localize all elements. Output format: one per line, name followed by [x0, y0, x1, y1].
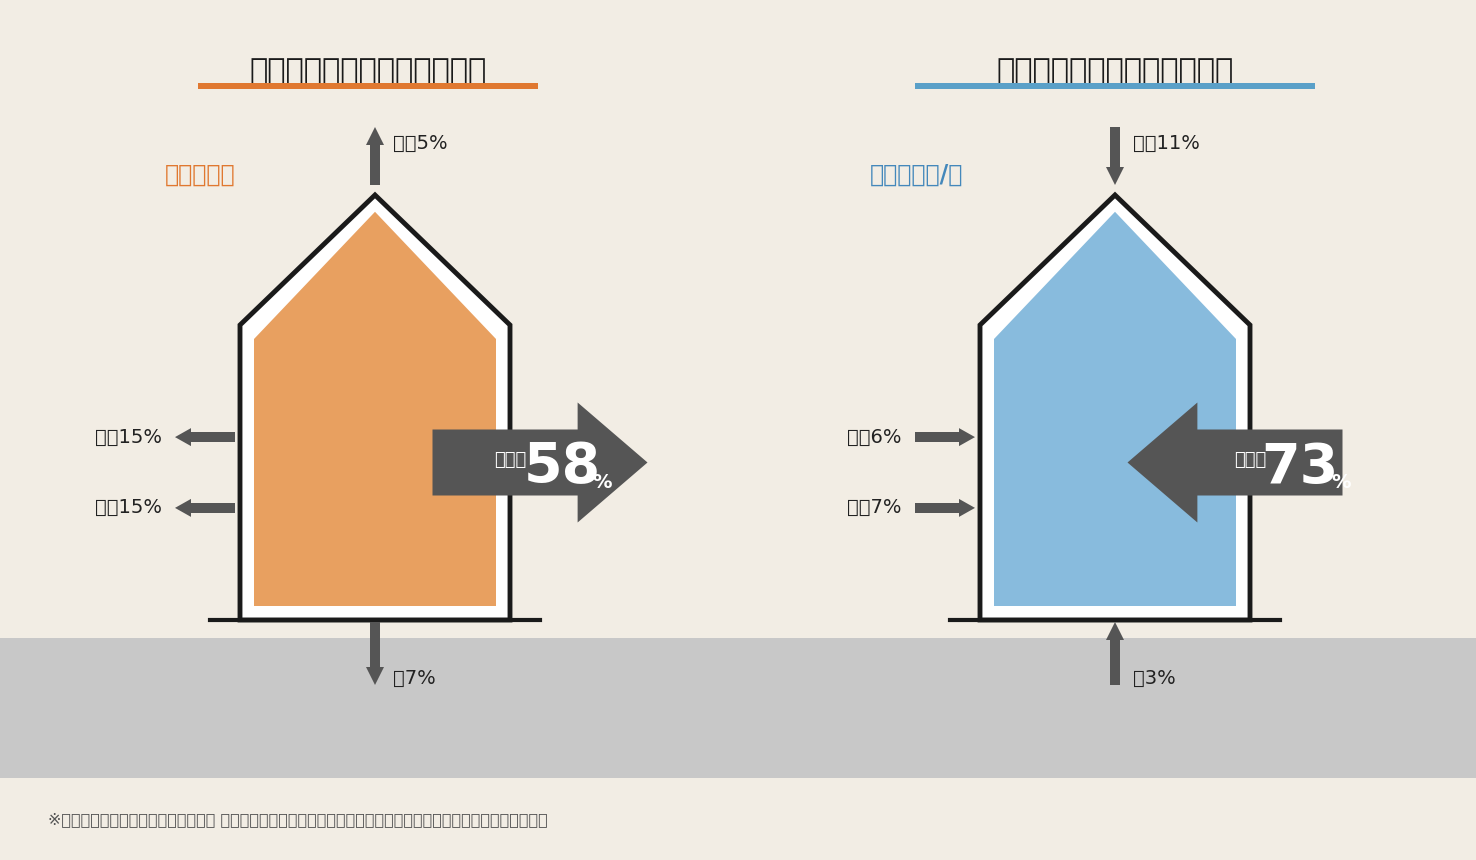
- Polygon shape: [176, 428, 190, 446]
- Text: 外の熱が室内に入り込む割合: 外の熱が室内に入り込む割合: [996, 58, 1234, 87]
- Polygon shape: [959, 428, 976, 446]
- Text: 夏の冷房時/昼: 夏の冷房時/昼: [869, 163, 964, 187]
- Text: 換気15%: 換気15%: [94, 427, 162, 446]
- Polygon shape: [1106, 622, 1125, 640]
- Text: 外壁7%: 外壁7%: [847, 499, 902, 518]
- Text: %: %: [1331, 473, 1351, 492]
- Text: 冬の暖房時: 冬の暖房時: [165, 163, 236, 187]
- Polygon shape: [959, 499, 976, 517]
- Bar: [190, 503, 235, 513]
- Text: 屋栶11%: 屋栶11%: [1134, 133, 1200, 152]
- Text: 外壁15%: 外壁15%: [94, 499, 162, 518]
- Polygon shape: [1106, 167, 1125, 185]
- Text: 幊3%: 幊3%: [1134, 668, 1176, 687]
- Text: 58: 58: [524, 440, 601, 494]
- Polygon shape: [1128, 402, 1343, 523]
- Bar: [370, 145, 379, 185]
- Text: 室内から外に熱が逃げる割合: 室内から外に熱が逃げる割合: [249, 58, 487, 87]
- Text: ※出典：日本建材・住宅設備産業協会 省エネルギー建材普及促進センター「省エネ建材で、快適な家、健康な家」: ※出典：日本建材・住宅設備産業協会 省エネルギー建材普及促進センター「省エネ建材…: [49, 813, 548, 827]
- Text: 幊7%: 幊7%: [393, 668, 435, 687]
- Bar: [190, 432, 235, 442]
- Polygon shape: [366, 127, 384, 145]
- Text: 屋栶5%: 屋栶5%: [393, 133, 447, 152]
- Text: 73: 73: [1262, 440, 1339, 494]
- Bar: [1110, 640, 1120, 685]
- Bar: [0, 638, 1476, 778]
- Bar: [198, 83, 537, 89]
- Text: 換気6%: 換気6%: [847, 427, 902, 446]
- Polygon shape: [980, 195, 1250, 620]
- Bar: [915, 503, 959, 513]
- Bar: [915, 432, 959, 442]
- Polygon shape: [254, 212, 496, 606]
- Text: 開口部: 開口部: [1234, 452, 1266, 470]
- Polygon shape: [993, 212, 1235, 606]
- Bar: [370, 622, 379, 667]
- Polygon shape: [176, 499, 190, 517]
- Bar: [915, 83, 1315, 89]
- Polygon shape: [432, 402, 648, 523]
- Polygon shape: [366, 667, 384, 685]
- Polygon shape: [241, 195, 511, 620]
- Bar: [1110, 127, 1120, 167]
- Text: %: %: [592, 473, 611, 492]
- Text: 開口部: 開口部: [494, 452, 525, 470]
